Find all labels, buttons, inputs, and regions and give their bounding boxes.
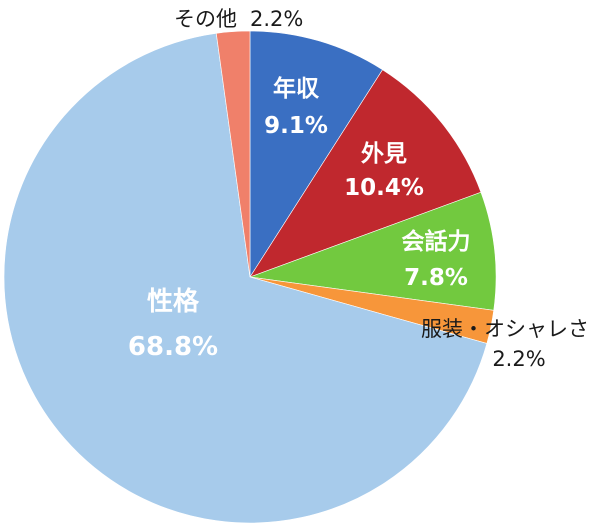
slice-label-value-clothing: 2.2%: [492, 347, 545, 371]
labels-group: 年収 9.1% 外見 10.4% 会話力 7.8% 服装・オシャレさ 2.2% …: [128, 7, 589, 371]
slice-label-name-other: その他: [174, 7, 237, 31]
slice-label-name-clothing: 服装・オシャレさ: [421, 317, 589, 341]
slice-label-value-other: 2.2%: [250, 7, 303, 31]
slice-label-value-conversation: 7.8%: [404, 265, 468, 291]
slice-label-name-conversation: 会話力: [402, 228, 471, 255]
slice-label-value-personality: 68.8%: [128, 332, 218, 362]
slice-label-name-personality: 性格: [147, 286, 200, 317]
slices-group: [3, 30, 497, 524]
pie-slice-conversation: [249, 191, 497, 311]
slice-label-name-annual-income: 年収: [273, 75, 320, 102]
pie-slice-personality: [3, 32, 488, 524]
pie-slice-annual-income: [249, 30, 383, 279]
pie-slice-appearance: [249, 69, 482, 278]
slice-label-value-appearance: 10.4%: [344, 175, 424, 201]
slice-label-name-appearance: 外見: [361, 140, 407, 167]
pie-slice-other: [215, 30, 251, 278]
slice-label-value-annual-income: 9.1%: [264, 113, 328, 139]
